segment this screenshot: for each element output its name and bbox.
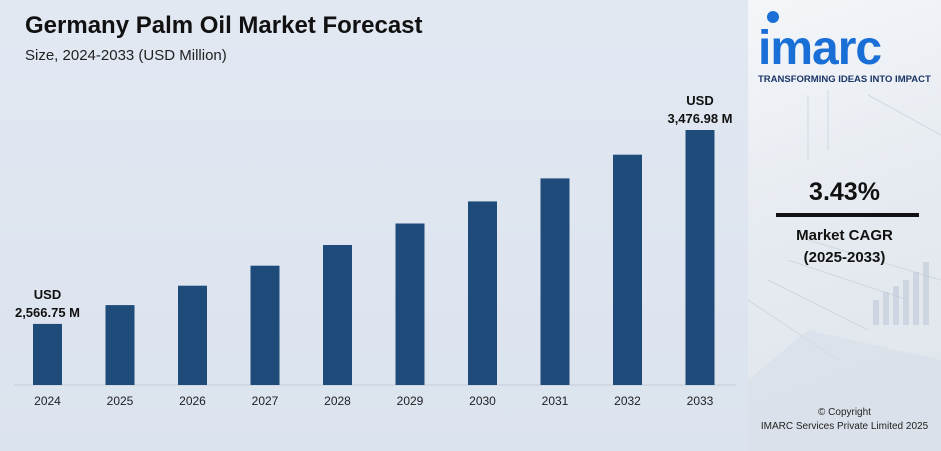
cagr-value: 3.43% [809, 178, 880, 206]
bar-2024 [33, 323, 62, 385]
bar-2029 [395, 223, 425, 385]
data-label-2024-line2: 2,566.75 M [15, 305, 80, 320]
data-label-2024-line1: USD [34, 287, 61, 302]
bar-chart: 2024 2025 2026 2027 2028 2029 2030 2031 2032 2033… [14, 93, 736, 408]
logo-wordmark: imarc [758, 22, 881, 75]
bar-2031 [540, 178, 570, 385]
bar-2026 [178, 285, 207, 385]
logo-tagline: TRANSFORMING IDEAS INTO IMPACT [758, 74, 931, 84]
bar-2033 [685, 130, 715, 385]
bar-2027 [250, 265, 280, 385]
bar-2030 [468, 201, 497, 385]
x-tick-label-2032: 2032 [614, 394, 641, 408]
x-tick-label-2024: 2024 [34, 394, 61, 408]
x-tick-label-2029: 2029 [397, 394, 424, 408]
x-tick-label-2027: 2027 [252, 394, 279, 408]
bar-2032 [613, 154, 642, 385]
x-tick-label-2028: 2028 [324, 394, 351, 408]
cagr-period: (2025-2033) [803, 249, 886, 266]
background-decoration [748, 90, 941, 451]
cagr-divider [776, 213, 919, 217]
copyright-text: © Copyright [818, 407, 871, 418]
data-label-2033-line1: USD [686, 93, 713, 108]
chart-panel: Germany Palm Oil Market Forecast Size, 2… [0, 0, 748, 451]
company-text: IMARC Services Private Limited 2025 [760, 421, 929, 432]
x-tick-label-2030: 2030 [469, 394, 496, 408]
info-panel: imarc TRANSFORMING IDEAS INTO IMPACT 3.4… [748, 0, 941, 451]
imarc-logo: imarc TRANSFORMING IDEAS INTO IMPACT [758, 11, 931, 84]
cagr-label: Market CAGR [796, 227, 893, 244]
x-tick-label-2025: 2025 [107, 394, 134, 408]
data-label-2033-line2: 3,476.98 M [667, 111, 732, 126]
bar-2025 [105, 305, 135, 385]
x-tick-label-2031: 2031 [542, 394, 569, 408]
x-tick-label-2033: 2033 [687, 394, 714, 408]
page-title: Germany Palm Oil Market Forecast [25, 12, 423, 39]
x-tick-label-2026: 2026 [179, 394, 206, 408]
page-subtitle: Size, 2024-2033 (USD Million) [25, 47, 227, 64]
bar-2028 [323, 245, 352, 385]
